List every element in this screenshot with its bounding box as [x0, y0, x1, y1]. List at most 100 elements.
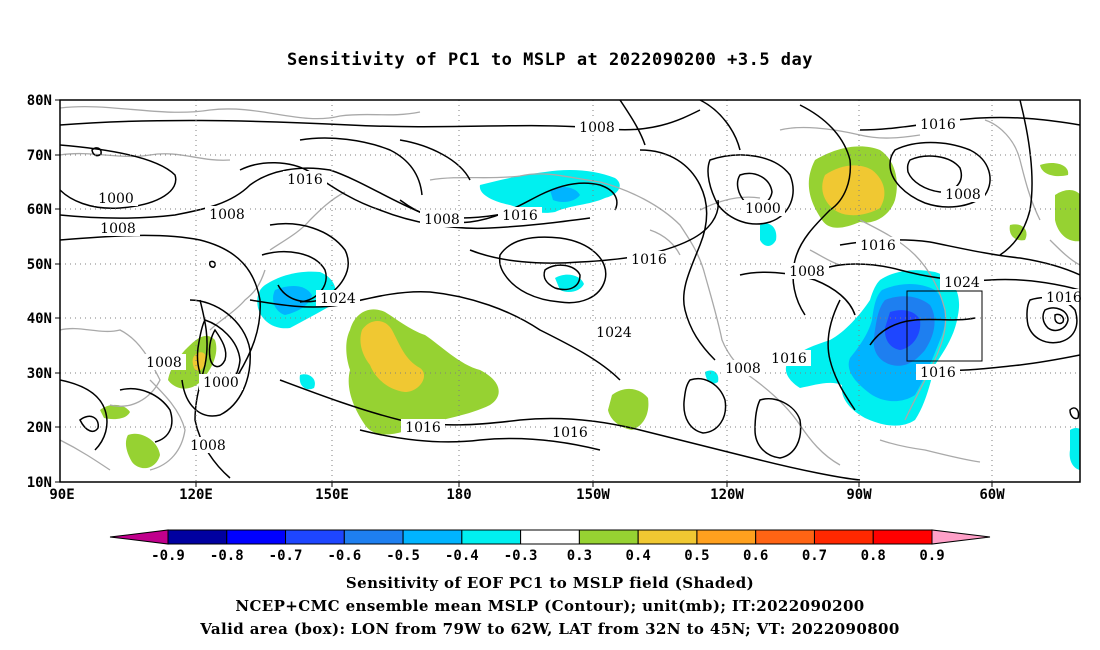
svg-text:1024: 1024 — [320, 291, 356, 307]
contour-label: 1008 — [941, 186, 985, 203]
svg-text:1016: 1016 — [552, 425, 588, 441]
svg-text:1008: 1008 — [190, 438, 226, 454]
contour-label-layer: 1008 1016 1000 1008 1008 1008 1016 1016 … — [94, 116, 1086, 454]
colorbar-label: 0.8 — [861, 548, 886, 564]
colorbar-swatch — [285, 529, 345, 545]
lat-tick-label: 40N — [27, 311, 52, 327]
colorbar-swatch — [637, 529, 698, 545]
colorbar-swatch — [872, 529, 933, 545]
contour-label: 1000 — [199, 374, 243, 391]
lon-tick-label: 150W — [576, 487, 610, 503]
shade-negative-west-pac — [299, 374, 315, 390]
colorbar-label: 0.5 — [684, 548, 709, 564]
lat-tick-label: 10N — [27, 475, 52, 491]
valid-area-box — [906, 290, 983, 362]
svg-text:1016: 1016 — [405, 420, 441, 436]
contour-label: 1008 — [575, 119, 619, 136]
colorbar-low-triangle — [109, 529, 169, 545]
shade-0.4-japan — [192, 352, 207, 371]
lat-tick-label: 80N — [27, 93, 52, 109]
svg-text:1016: 1016 — [920, 365, 956, 381]
colorbar-label: 0.7 — [802, 548, 827, 564]
colorbar-high-triangle — [931, 529, 991, 545]
shade-negative-carib — [1069, 428, 1080, 470]
contour-label: 1008 — [205, 206, 249, 223]
lat-tick-label: 30N — [27, 366, 52, 382]
colorbar-swatch — [520, 529, 580, 545]
contour-label: 1000 — [741, 200, 785, 217]
lat-tick-label: 50N — [27, 257, 52, 273]
lat-tick-label: 60N — [27, 202, 52, 218]
svg-text:1008: 1008 — [789, 264, 825, 280]
contour-label: 1008 — [186, 437, 230, 454]
contour-label: 1016 — [548, 424, 592, 441]
contour-label: 1008 — [142, 354, 186, 371]
colorbar-swatch — [343, 529, 404, 545]
shade-positive-atlantic — [1040, 163, 1069, 177]
lat-axis: 80N 70N 60N 50N 40N 30N 20N 10N — [27, 93, 60, 491]
shade-neg-0.4-kuril — [273, 285, 312, 315]
contour-label: 1016 — [916, 116, 960, 133]
lon-tick-label: 60W — [979, 487, 1005, 503]
shade-0.4-central-pacific — [360, 321, 425, 392]
colorbar-swatch — [813, 529, 874, 545]
contour-label: 1016 — [856, 237, 900, 254]
colorbar-swatch — [226, 529, 287, 545]
lon-axis: 90E 120E 150E 180 150W 120W 90W 60W — [49, 482, 1005, 503]
caption-line-2: NCEP+CMC ensemble mean MSLP (Contour); u… — [235, 597, 865, 615]
colorbar-label: -0.6 — [327, 548, 361, 564]
colorbar-swatch — [755, 529, 815, 545]
svg-text:1016: 1016 — [771, 351, 807, 367]
svg-text:1008: 1008 — [725, 361, 761, 377]
shade-negative-ne-pac — [705, 370, 719, 384]
svg-text:1016: 1016 — [287, 172, 323, 188]
svg-text:1016: 1016 — [1046, 290, 1082, 306]
svg-text:1008: 1008 — [100, 221, 136, 237]
shade-negative-aleutian-low — [555, 274, 584, 292]
contour-label: 1008 — [785, 263, 829, 280]
contour-label: 1008 — [420, 211, 464, 228]
colorbar-label: -0.9 — [151, 548, 185, 564]
colorbar-label: 0.3 — [567, 548, 592, 564]
shade-positive-east-pacific — [608, 388, 649, 430]
colorbar-label: 0.9 — [919, 548, 944, 564]
svg-text:1016: 1016 — [631, 252, 667, 268]
lat-tick-label: 70N — [27, 148, 52, 164]
map-title: Sensitivity of PC1 to MSLP at 2022090200… — [286, 50, 813, 70]
lon-tick-label: 90W — [846, 487, 872, 503]
contour-label: 1016 — [916, 364, 960, 381]
colorbar-swatch — [402, 529, 463, 545]
colorbar-swatch — [578, 529, 639, 545]
lon-tick-label: 150E — [315, 487, 349, 503]
svg-text:1008: 1008 — [424, 212, 460, 228]
svg-text:1016: 1016 — [920, 117, 956, 133]
colorbar-label: -0.4 — [445, 548, 479, 564]
svg-text:1024: 1024 — [944, 275, 980, 291]
svg-text:1008: 1008 — [945, 187, 981, 203]
shade-positive-scs2 — [125, 433, 160, 469]
contour-label: 1024 — [940, 274, 984, 291]
caption-line-1: Sensitivity of EOF PC1 to MSLP field (Sh… — [345, 574, 755, 592]
colorbar-swatch — [167, 529, 228, 545]
lat-tick-label: 20N — [27, 420, 52, 436]
svg-text:1008: 1008 — [209, 207, 245, 223]
colorbar-swatch — [696, 529, 757, 545]
shade-negative-bering — [479, 170, 620, 213]
shade-positive-atlantic2 — [1009, 224, 1027, 241]
shade-positive-scs — [100, 404, 130, 420]
lon-tick-label: 180 — [446, 487, 471, 503]
contour-label: 1016 — [767, 350, 811, 367]
contour-label: 1024 — [316, 290, 360, 307]
lon-tick-label: 90E — [49, 487, 74, 503]
shade-neg-0.4-bering — [550, 187, 580, 203]
svg-text:1000: 1000 — [98, 191, 134, 207]
svg-text:1024: 1024 — [596, 325, 632, 341]
colorbar-label: 0.4 — [626, 548, 651, 564]
contour-label: 1000 — [94, 190, 138, 207]
contour-label: 1024 — [592, 324, 636, 341]
svg-text:1016: 1016 — [860, 238, 896, 254]
contour-label: 1016 — [401, 419, 445, 436]
colorbar-label: -0.3 — [504, 548, 538, 564]
colorbar-label: 0.6 — [743, 548, 768, 564]
